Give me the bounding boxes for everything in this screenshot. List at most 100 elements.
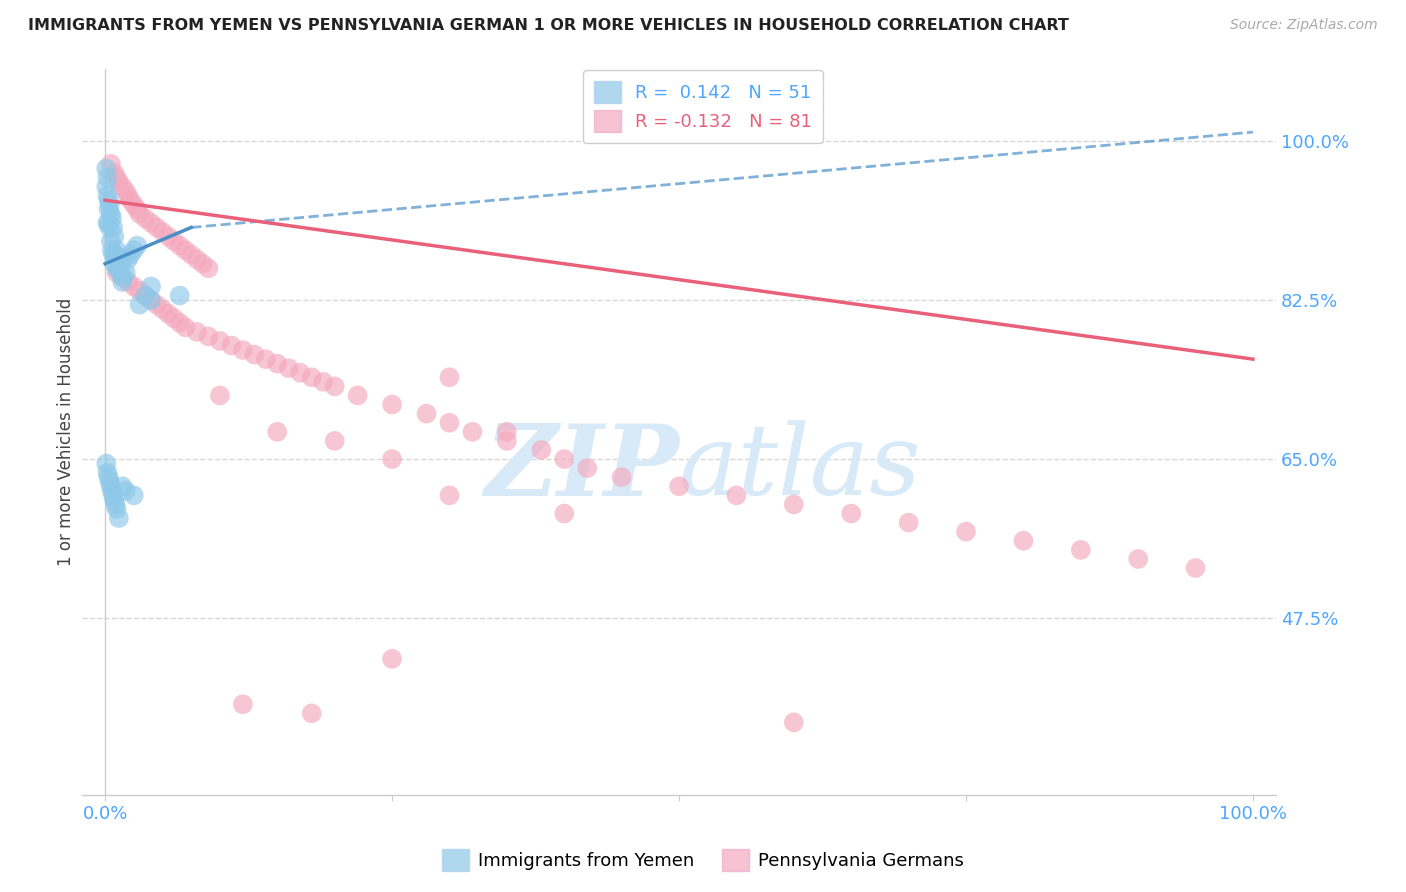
Point bbox=[254, 352, 277, 367]
Point bbox=[174, 243, 197, 257]
Legend: R =  0.142   N = 51, R = -0.132   N = 81: R = 0.142 N = 51, R = -0.132 N = 81 bbox=[583, 70, 823, 144]
Point bbox=[243, 348, 266, 362]
Point bbox=[323, 434, 346, 448]
Point bbox=[783, 498, 806, 512]
Point bbox=[101, 220, 124, 235]
Point bbox=[145, 220, 167, 235]
Point bbox=[103, 166, 125, 180]
Point bbox=[157, 307, 180, 321]
Point bbox=[104, 248, 127, 262]
Point bbox=[108, 175, 131, 189]
Point bbox=[415, 407, 437, 421]
Point bbox=[180, 248, 202, 262]
Point bbox=[381, 452, 404, 467]
Point bbox=[277, 361, 299, 376]
Point bbox=[105, 266, 128, 280]
Point bbox=[103, 257, 125, 271]
Point bbox=[139, 293, 162, 307]
Point bbox=[668, 479, 690, 493]
Point bbox=[610, 470, 633, 484]
Point bbox=[312, 375, 335, 389]
Point bbox=[98, 198, 121, 212]
Point bbox=[139, 216, 162, 230]
Point bbox=[145, 298, 167, 312]
Point bbox=[122, 243, 145, 257]
Point bbox=[96, 161, 118, 176]
Point bbox=[290, 366, 312, 380]
Point bbox=[120, 248, 142, 262]
Point bbox=[98, 220, 121, 235]
Point bbox=[100, 479, 122, 493]
Point bbox=[101, 483, 124, 498]
Point bbox=[208, 334, 231, 348]
Point bbox=[134, 288, 156, 302]
Point bbox=[197, 329, 219, 343]
Point bbox=[117, 188, 139, 202]
Point bbox=[186, 325, 208, 339]
Point bbox=[104, 498, 127, 512]
Point bbox=[105, 170, 128, 185]
Point bbox=[266, 425, 288, 439]
Point bbox=[139, 293, 162, 307]
Point bbox=[163, 311, 186, 326]
Point bbox=[101, 211, 124, 226]
Point bbox=[1184, 561, 1206, 575]
Point bbox=[103, 229, 125, 244]
Point bbox=[101, 488, 124, 502]
Point bbox=[439, 370, 461, 384]
Point bbox=[439, 488, 461, 502]
Point bbox=[128, 284, 150, 298]
Point bbox=[101, 243, 124, 257]
Point bbox=[221, 338, 243, 352]
Point bbox=[103, 492, 125, 507]
Point bbox=[169, 288, 191, 302]
Point bbox=[97, 202, 120, 217]
Point bbox=[897, 516, 920, 530]
Point bbox=[100, 207, 122, 221]
Point bbox=[1070, 542, 1092, 557]
Point bbox=[439, 416, 461, 430]
Point bbox=[96, 457, 118, 471]
Point bbox=[97, 193, 120, 207]
Point bbox=[111, 179, 134, 194]
Point bbox=[232, 698, 254, 712]
Point bbox=[128, 298, 150, 312]
Point bbox=[105, 261, 128, 276]
Point bbox=[576, 461, 599, 475]
Point bbox=[114, 483, 136, 498]
Legend: Immigrants from Yemen, Pennsylvania Germans: Immigrants from Yemen, Pennsylvania Germ… bbox=[434, 842, 972, 879]
Point bbox=[128, 207, 150, 221]
Point bbox=[134, 211, 156, 226]
Point bbox=[108, 261, 131, 276]
Point bbox=[152, 302, 174, 317]
Point bbox=[381, 398, 404, 412]
Point bbox=[839, 507, 862, 521]
Point bbox=[100, 157, 122, 171]
Point bbox=[783, 715, 806, 730]
Point bbox=[461, 425, 484, 439]
Point bbox=[127, 202, 149, 217]
Point bbox=[111, 270, 134, 285]
Point bbox=[174, 320, 197, 334]
Point bbox=[169, 316, 191, 330]
Point bbox=[266, 357, 288, 371]
Point bbox=[1012, 533, 1035, 548]
Text: IMMIGRANTS FROM YEMEN VS PENNSYLVANIA GERMAN 1 OR MORE VEHICLES IN HOUSEHOLD COR: IMMIGRANTS FROM YEMEN VS PENNSYLVANIA GE… bbox=[28, 18, 1069, 33]
Point bbox=[120, 193, 142, 207]
Point bbox=[301, 370, 323, 384]
Point bbox=[553, 507, 575, 521]
Point bbox=[1128, 552, 1150, 566]
Y-axis label: 1 or more Vehicles in Household: 1 or more Vehicles in Household bbox=[58, 298, 75, 566]
Point bbox=[105, 502, 128, 516]
Text: Source: ZipAtlas.com: Source: ZipAtlas.com bbox=[1230, 18, 1378, 32]
Point bbox=[134, 288, 156, 302]
Point bbox=[553, 452, 575, 467]
Point bbox=[301, 706, 323, 721]
Point bbox=[96, 170, 118, 185]
Point bbox=[122, 198, 145, 212]
Point bbox=[96, 466, 118, 480]
Point bbox=[496, 425, 519, 439]
Point bbox=[197, 261, 219, 276]
Point bbox=[496, 434, 519, 448]
Point bbox=[101, 248, 124, 262]
